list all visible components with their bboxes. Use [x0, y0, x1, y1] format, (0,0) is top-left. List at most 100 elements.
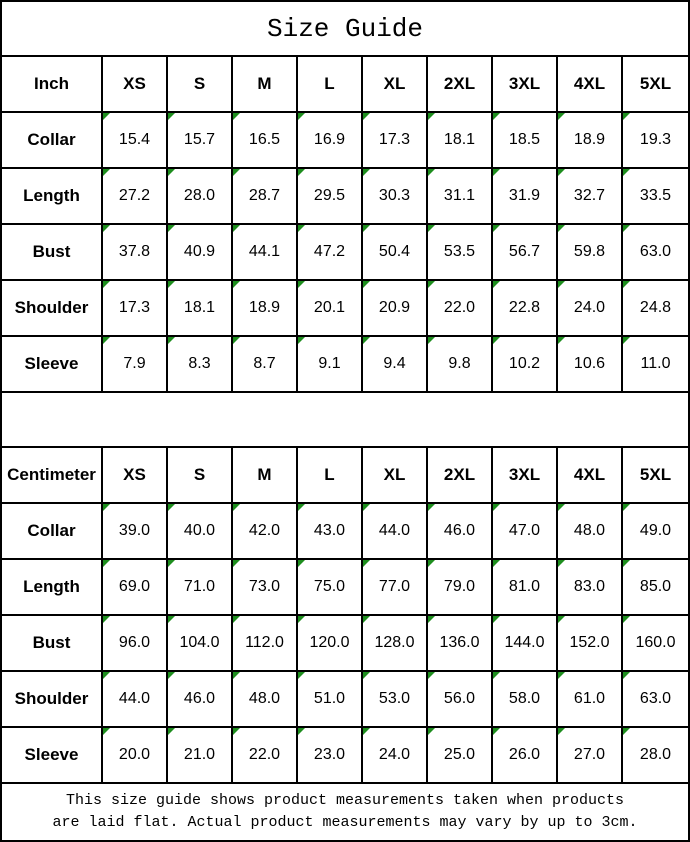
cell-corner-indicator-icon — [558, 337, 565, 344]
measurement-cell: 15.4 — [103, 113, 168, 169]
cell-corner-indicator-icon — [493, 281, 500, 288]
measurement-cell: 28.0 — [623, 728, 688, 784]
measurement-cell-text: 44.0 — [378, 522, 411, 539]
size-header-cell-text: 4XL — [573, 465, 606, 484]
row-label-cell-text: Sleeve — [24, 745, 79, 764]
measurement-cell-text: 71.0 — [183, 578, 216, 595]
cell-corner-indicator-icon — [233, 504, 240, 511]
cell-corner-indicator-icon — [623, 281, 630, 288]
measurement-cell-text: 43.0 — [313, 522, 346, 539]
row-label-cell-text: Bust — [32, 242, 71, 261]
measurement-cell: 24.0 — [558, 281, 623, 337]
row-label-cell-text: Shoulder — [14, 689, 89, 708]
cell-corner-indicator-icon — [558, 169, 565, 176]
cell-corner-indicator-icon — [558, 281, 565, 288]
cell-corner-indicator-icon — [233, 281, 240, 288]
measurement-cell-text: 73.0 — [248, 578, 281, 595]
measurement-cell: 27.2 — [103, 169, 168, 225]
cell-corner-indicator-icon — [623, 616, 630, 623]
measurement-cell: 7.9 — [103, 337, 168, 393]
measurement-cell-text: 48.0 — [248, 690, 281, 707]
cell-corner-indicator-icon — [298, 560, 305, 567]
measurement-cell: 11.0 — [623, 337, 688, 393]
measurement-cell-text: 42.0 — [248, 522, 281, 539]
measurement-cell-text: 56.7 — [508, 243, 541, 260]
measurement-cell-text: 16.5 — [248, 131, 281, 148]
size-header-cell-text: 2XL — [443, 465, 476, 484]
cell-corner-indicator-icon — [103, 560, 110, 567]
measurement-cell: 39.0 — [103, 504, 168, 560]
measurement-cell: 71.0 — [168, 560, 233, 616]
measurement-cell: 29.5 — [298, 169, 363, 225]
measurement-cell: 9.8 — [428, 337, 493, 393]
measurement-cell-text: 18.9 — [573, 131, 606, 148]
measurement-cell: 26.0 — [493, 728, 558, 784]
cell-corner-indicator-icon — [493, 728, 500, 735]
size-header-cell-text: M — [257, 74, 272, 93]
measurement-cell-text: 20.0 — [118, 746, 151, 763]
measurement-cell: 56.7 — [493, 225, 558, 281]
cell-corner-indicator-icon — [558, 616, 565, 623]
size-header-cell: L — [298, 57, 363, 113]
size-header-cell-text: 4XL — [573, 74, 606, 93]
measurement-cell: 152.0 — [558, 616, 623, 672]
cell-corner-indicator-icon — [623, 672, 630, 679]
measurement-cell: 40.0 — [168, 504, 233, 560]
measurement-cell: 46.0 — [168, 672, 233, 728]
measurement-cell-text: 152.0 — [569, 634, 610, 651]
measurement-cell-text: 53.5 — [443, 243, 476, 260]
cell-corner-indicator-icon — [168, 337, 175, 344]
row-label-cell-text: Sleeve — [24, 354, 79, 373]
measurement-cell: 37.8 — [103, 225, 168, 281]
measurement-cell: 48.0 — [558, 504, 623, 560]
cell-corner-indicator-icon — [298, 169, 305, 176]
measurement-cell-text: 120.0 — [309, 634, 350, 651]
measurement-cell: 63.0 — [623, 225, 688, 281]
cell-corner-indicator-icon — [233, 560, 240, 567]
measurement-cell-text: 53.0 — [378, 690, 411, 707]
measurement-cell: 30.3 — [363, 169, 428, 225]
measurement-cell-text: 61.0 — [573, 690, 606, 707]
cell-corner-indicator-icon — [623, 225, 630, 232]
measurement-cell-text: 40.0 — [183, 522, 216, 539]
measurement-cell: 9.4 — [363, 337, 428, 393]
measurement-cell-text: 47.0 — [508, 522, 541, 539]
row-label-cell: Bust — [2, 225, 103, 281]
cell-corner-indicator-icon — [363, 169, 370, 176]
table-row: Bust 37.8 40.9 44.1 47.2 50.4 53.5 56.7 59.8 63.0 — [2, 225, 688, 281]
measurement-cell-text: 136.0 — [439, 634, 480, 651]
measurement-cell-text: 46.0 — [443, 522, 476, 539]
cell-corner-indicator-icon — [558, 225, 565, 232]
cell-corner-indicator-icon — [363, 225, 370, 232]
cell-corner-indicator-icon — [623, 504, 630, 511]
measurement-cell: 25.0 — [428, 728, 493, 784]
table-row: Length 69.0 71.0 73.0 75.0 77.0 79.0 81.0 83.0 85… — [2, 560, 688, 616]
measurement-cell-text: 18.5 — [508, 131, 541, 148]
measurement-cell-text: 33.5 — [639, 187, 672, 204]
measurement-cell-text: 128.0 — [374, 634, 415, 651]
cell-corner-indicator-icon — [168, 169, 175, 176]
cell-corner-indicator-icon — [428, 169, 435, 176]
measurement-cell-text: 20.9 — [378, 299, 411, 316]
measurement-cell-text: 77.0 — [378, 578, 411, 595]
measurement-cell-text: 96.0 — [118, 634, 151, 651]
measurement-cell: 51.0 — [298, 672, 363, 728]
measurement-cell-text: 22.0 — [248, 746, 281, 763]
measurement-cell-text: 22.0 — [443, 299, 476, 316]
measurement-cell-text: 59.8 — [573, 243, 606, 260]
cell-corner-indicator-icon — [363, 504, 370, 511]
centimeter-table: Centimeter XS S M L XL 2XL 3XL 4XL 5XL Collar 39.0 4… — [2, 448, 688, 784]
measurement-cell-text: 18.9 — [248, 299, 281, 316]
size-header-cell: M — [233, 448, 298, 504]
size-header-cell: L — [298, 448, 363, 504]
size-header-cell-text: 5XL — [639, 74, 672, 93]
unit-header-cell-text: Inch — [34, 74, 69, 93]
size-header-cell: 5XL — [623, 448, 688, 504]
measurement-cell-text: 112.0 — [245, 634, 284, 651]
measurement-cell: 58.0 — [493, 672, 558, 728]
cell-corner-indicator-icon — [168, 113, 175, 120]
size-header-cell: 4XL — [558, 448, 623, 504]
measurement-cell-text: 48.0 — [573, 522, 606, 539]
row-label-cell: Length — [2, 169, 103, 225]
